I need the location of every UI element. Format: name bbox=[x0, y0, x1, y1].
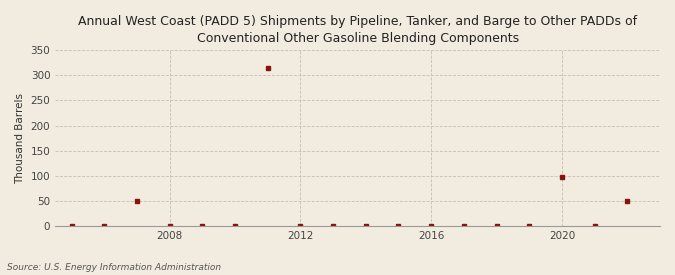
Title: Annual West Coast (PADD 5) Shipments by Pipeline, Tanker, and Barge to Other PAD: Annual West Coast (PADD 5) Shipments by … bbox=[78, 15, 637, 45]
Text: Source: U.S. Energy Information Administration: Source: U.S. Energy Information Administ… bbox=[7, 263, 221, 272]
Y-axis label: Thousand Barrels: Thousand Barrels bbox=[15, 93, 25, 184]
